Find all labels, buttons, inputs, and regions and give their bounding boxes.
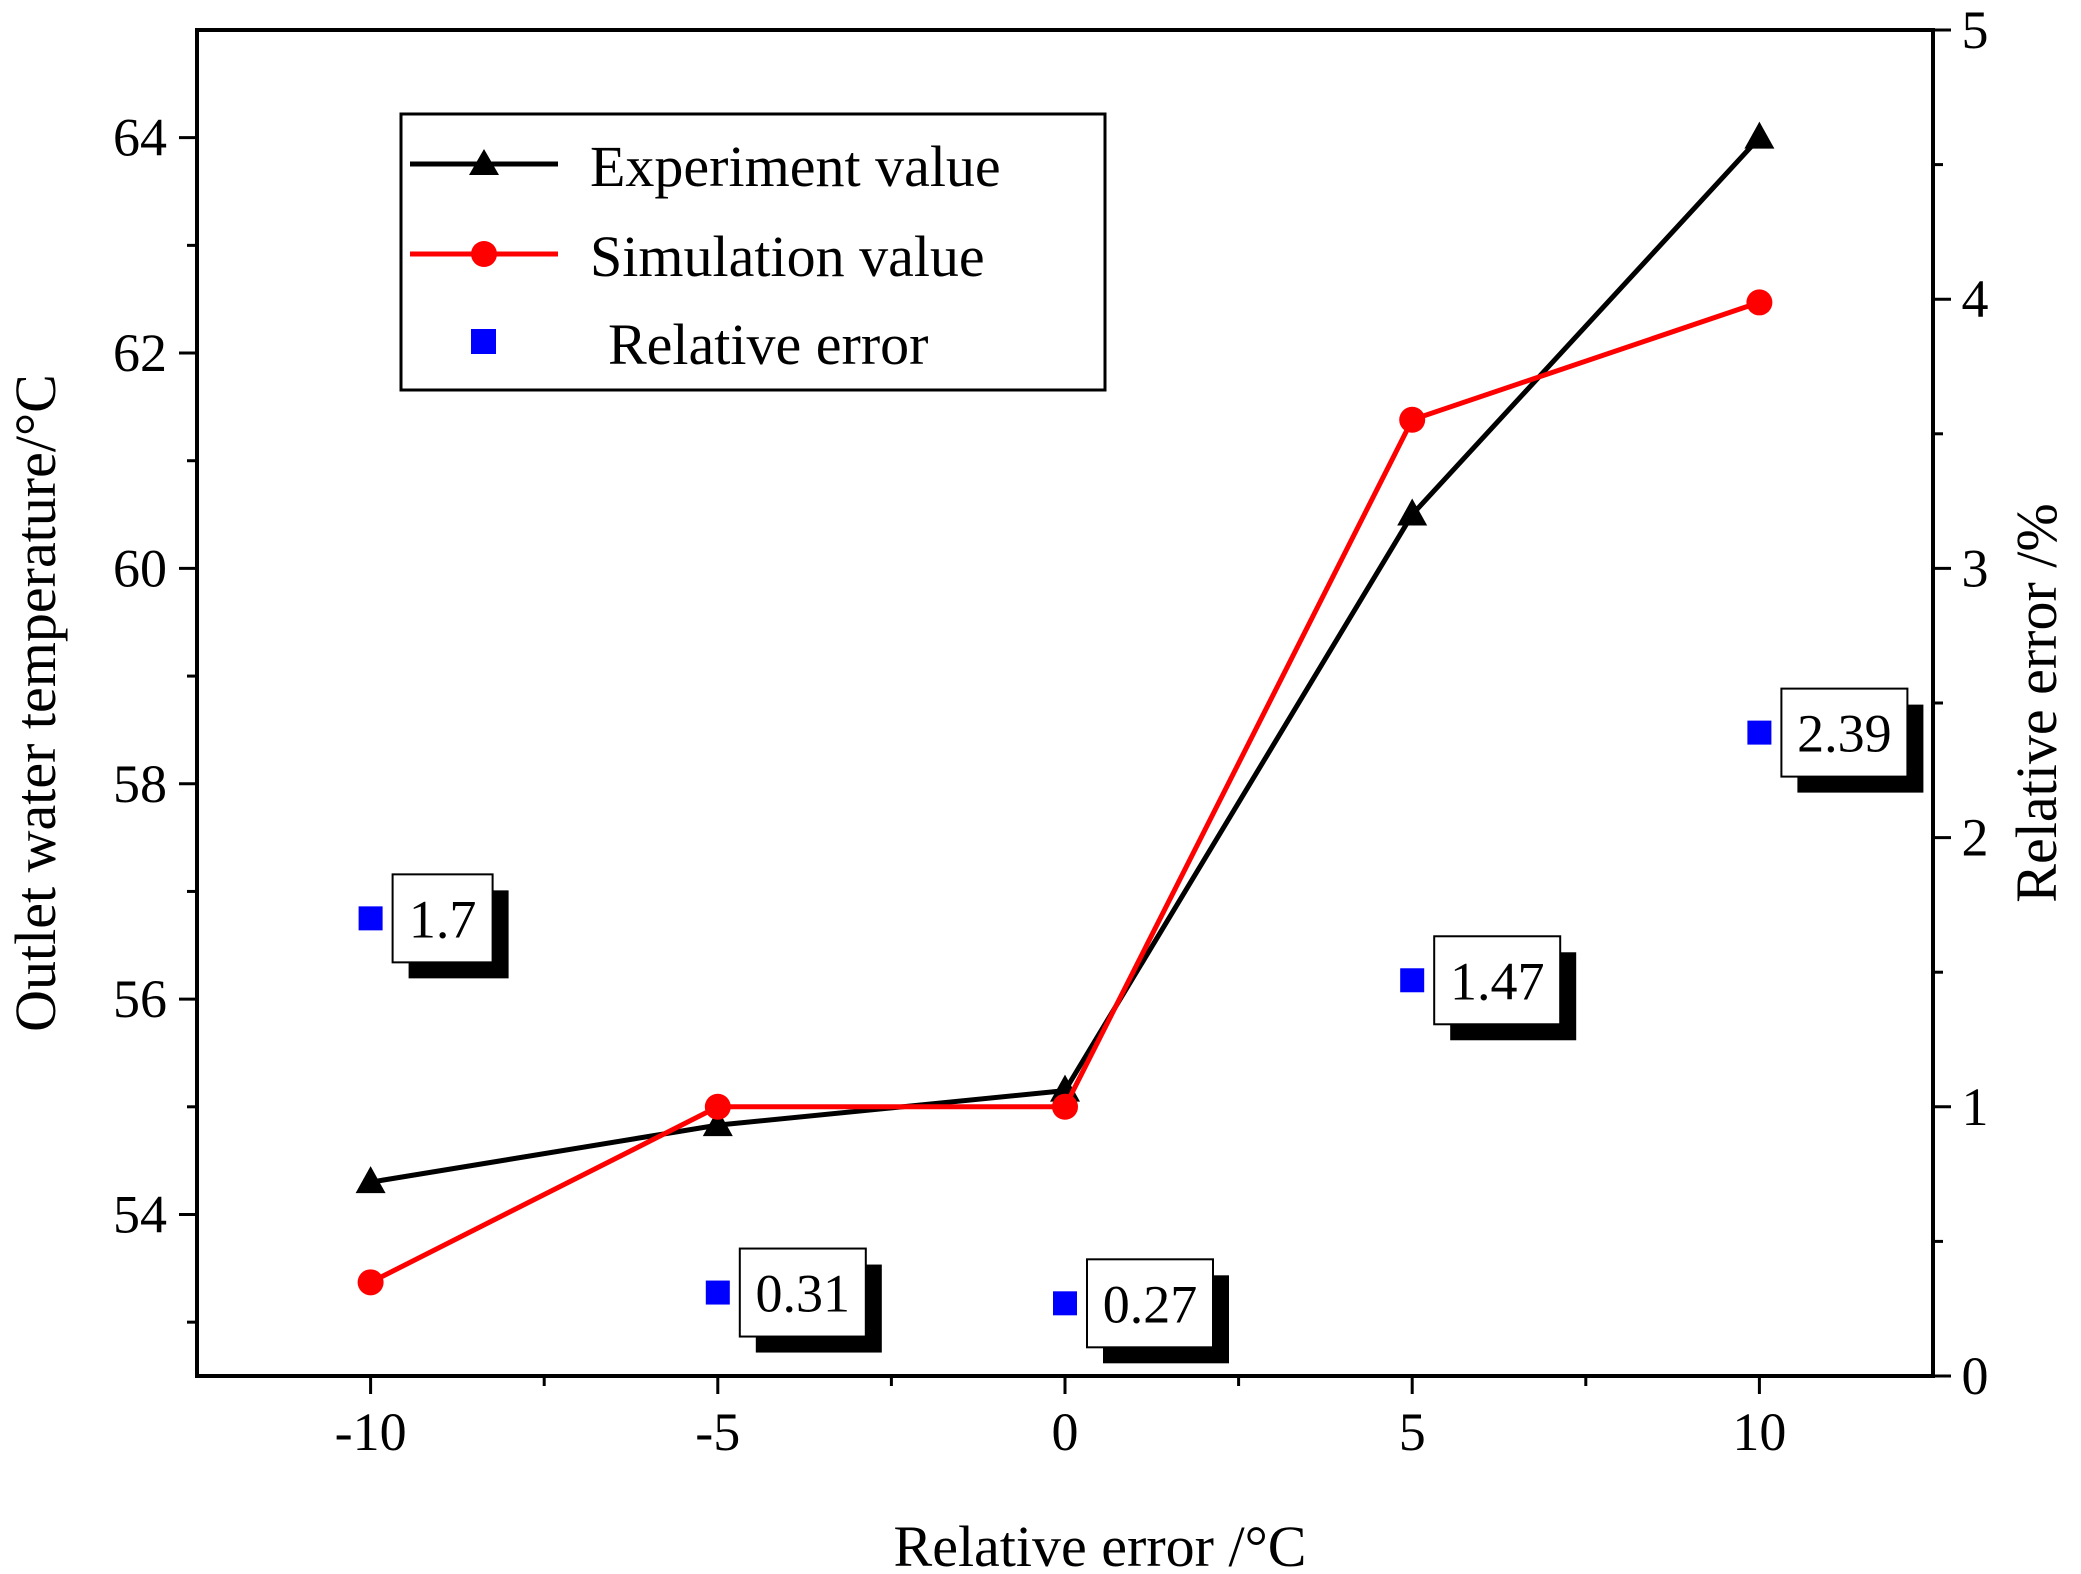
simulation-point bbox=[1052, 1093, 1078, 1120]
data-label-box bbox=[391, 873, 494, 964]
legend-label-simulation: Simulation value bbox=[590, 224, 985, 289]
y-tick-label: 64 bbox=[113, 108, 167, 168]
legend-label-experiment: Experiment value bbox=[590, 134, 1001, 199]
y-tick-label: 54 bbox=[113, 1184, 167, 1244]
data-label: 2.39 bbox=[1797, 704, 1892, 764]
data-label: 1.7 bbox=[409, 889, 477, 949]
experiment-point bbox=[1397, 498, 1428, 526]
x-tick-label: -5 bbox=[695, 1402, 740, 1462]
experiment-point bbox=[702, 1109, 733, 1137]
y2-tick-label: 3 bbox=[1962, 538, 1989, 598]
data-label: 0.31 bbox=[756, 1264, 851, 1324]
y-tick-label: 56 bbox=[113, 969, 167, 1029]
x-axis-title: Relative error /°C bbox=[894, 1514, 1307, 1574]
relative-error-point bbox=[1053, 1291, 1077, 1316]
simulation-point bbox=[1746, 289, 1773, 316]
data-label-box bbox=[1086, 1258, 1214, 1349]
x-tick-label: 5 bbox=[1399, 1402, 1426, 1462]
simulation-point bbox=[1399, 406, 1426, 433]
relative-error-point bbox=[1400, 968, 1425, 993]
y-axis-right: 0 1 2 3 4 5 bbox=[1933, 0, 1989, 1406]
legend-marker-triangle-icon bbox=[469, 149, 499, 175]
y2-tick-label: 4 bbox=[1962, 269, 1989, 329]
y2-tick-label: 2 bbox=[1962, 808, 1989, 868]
data-label-box bbox=[1433, 935, 1562, 1026]
data-label-box bbox=[738, 1247, 867, 1338]
simulation-point bbox=[357, 1269, 384, 1296]
legend-label-relative-error: Relative error bbox=[608, 312, 928, 377]
legend-marker-circle-icon bbox=[471, 241, 497, 267]
x-tick-label: 10 bbox=[1732, 1402, 1786, 1462]
y-axis-left-title: Outlet water temperature/°C bbox=[3, 374, 68, 1032]
y-tick-label: 62 bbox=[113, 323, 167, 383]
experiment-point bbox=[355, 1166, 386, 1194]
data-label-box bbox=[1780, 687, 1909, 778]
legend: Experiment value Simulation value Relati… bbox=[399, 112, 1107, 392]
legend-marker-square-icon bbox=[471, 329, 496, 354]
simulation-point bbox=[704, 1093, 731, 1120]
x-tick-label: 0 bbox=[1052, 1402, 1079, 1462]
y-axis-left: 54 56 58 60 62 64 bbox=[113, 108, 197, 1324]
data-label: 0.27 bbox=[1103, 1274, 1198, 1334]
x-tick-label: -10 bbox=[335, 1402, 407, 1462]
y2-tick-label: 1 bbox=[1962, 1077, 1989, 1137]
series-layer bbox=[355, 121, 1775, 1316]
y2-tick-label: 0 bbox=[1962, 1346, 1989, 1406]
x-axis: -10 -5 0 5 10 bbox=[335, 1376, 1786, 1462]
y-tick-label: 58 bbox=[113, 754, 167, 814]
y-axis-right-title: Relative error /% bbox=[2004, 503, 2069, 902]
data-label: 1.47 bbox=[1450, 951, 1545, 1011]
y2-tick-label: 5 bbox=[1962, 0, 1989, 60]
series-line bbox=[369, 300, 1761, 1285]
plot-area: -10 -5 0 5 10 54 56 58 60 62 64 0 1 2 3 4 5 1.7 0.31 0.2… bbox=[113, 0, 1989, 1462]
experiment-point bbox=[1744, 121, 1775, 149]
data-labels: 1.7 0.31 0.27 1.47 2.39 bbox=[391, 687, 1924, 1364]
relative-error-point bbox=[358, 906, 383, 931]
relative-error-point bbox=[1747, 720, 1772, 745]
relative-error-point bbox=[705, 1280, 730, 1305]
y-tick-label: 60 bbox=[113, 538, 167, 598]
